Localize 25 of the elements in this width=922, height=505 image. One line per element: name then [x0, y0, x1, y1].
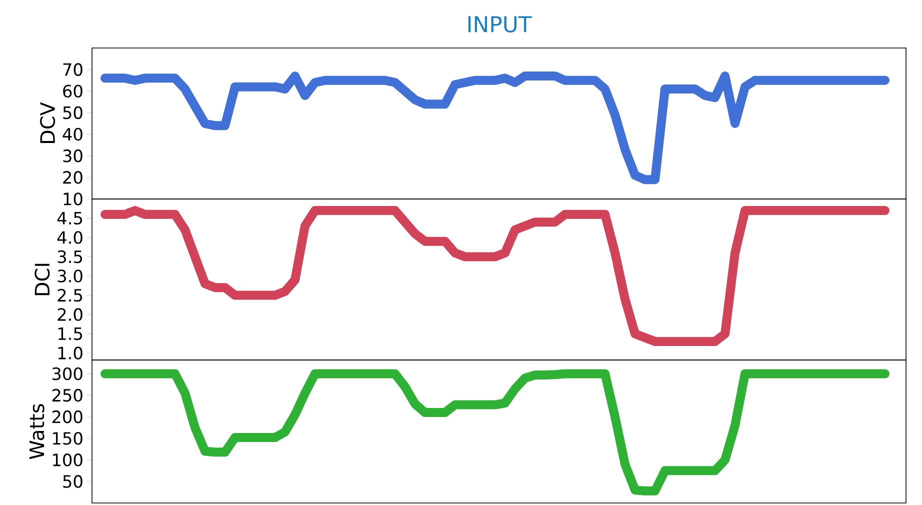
y-tick-label: 40: [62, 128, 82, 141]
y-tick-label: 200: [52, 410, 82, 424]
y-tick-label: 30: [63, 149, 82, 162]
y-tick-label: 10: [64, 192, 82, 206]
y-tick-label: 60: [63, 84, 82, 98]
y-tick-label: 300: [52, 367, 82, 380]
y-tick-label: 150: [53, 432, 82, 445]
chart-title: INPUT: [468, 16, 532, 32]
y-tick-label: 3.0: [58, 270, 82, 282]
y-axis-title: DCI: [34, 264, 50, 296]
y-tick-label: 20: [63, 171, 82, 184]
y-tick-label: 1.5: [58, 328, 82, 340]
y-tick-label: 3.5: [58, 250, 82, 264]
y-axis-title: Watts: [30, 404, 44, 460]
y-tick-label: 2.5: [58, 288, 82, 302]
y-tick-label: 2.0: [58, 308, 82, 321]
y-tick-label: 1.0: [58, 346, 82, 360]
y-tick-label: 250: [52, 388, 82, 402]
y-axis-title: DCV: [40, 102, 56, 143]
y-tick-label: 4.0: [57, 231, 82, 244]
y-tick-label: 4.5: [57, 212, 82, 225]
y-tick-label: 100: [53, 454, 82, 466]
y-tick-label: 50: [63, 475, 82, 488]
y-tick-label: 50: [63, 106, 82, 120]
y-tick-label: 70: [63, 63, 82, 76]
